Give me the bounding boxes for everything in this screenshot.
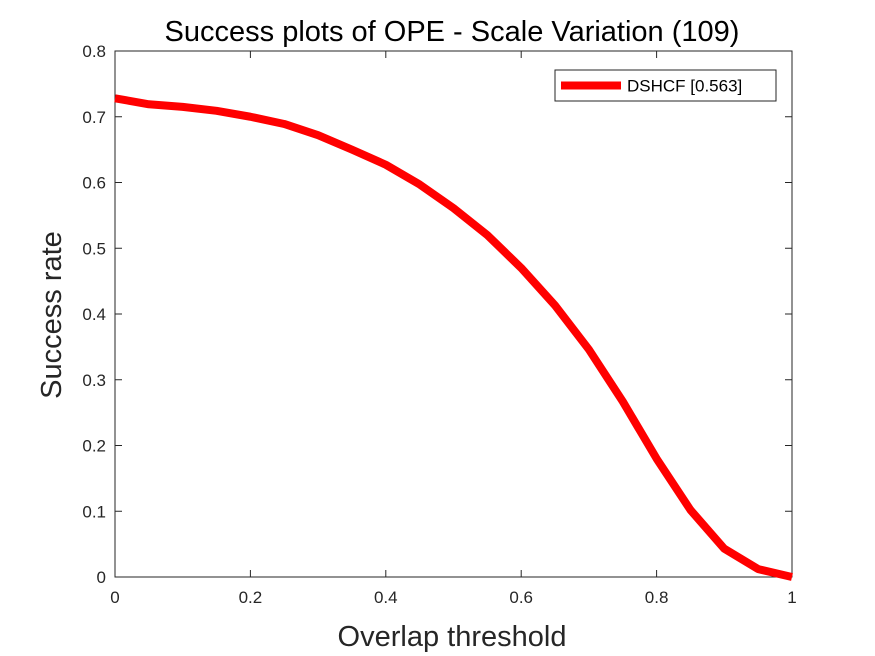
x-tick-label: 1 [787,588,796,607]
axes: 0 0.2 0.4 0.6 0.8 1 0 0.1 0.2 0.3 0.4 0.5 0.6 0.7 0.8 [82,42,796,607]
y-tick-label: 0.4 [82,305,106,324]
x-tick-label: 0.8 [645,588,669,607]
y-tick-label: 0.7 [82,108,106,127]
series-layer [114,94,793,581]
x-tick-label: 0.4 [374,588,398,607]
plot-area-box [114,50,793,578]
y-tick-label: 0.6 [82,174,106,193]
y-tick-label: 0 [97,568,106,587]
chart-title: Success plots of OPE - Scale Variation (… [165,16,740,48]
legend-entry-label: DSHCF [0.563] [627,77,742,96]
y-tick-label: 0.1 [82,502,106,521]
y-tick-label: 0.3 [82,371,106,390]
x-tick-label: 0.2 [239,588,263,607]
x-tick-label: 0 [110,588,119,607]
legend: DSHCF [0.563] [554,69,777,102]
y-tick-label: 0.8 [82,42,106,61]
y-tick-label: 0.2 [82,437,106,456]
y-tick-label: 0.5 [82,239,106,258]
y-axis-label: Success rate [36,231,68,399]
x-axis-label: Overlap threshold [338,621,567,653]
x-tick-label: 0.6 [509,588,533,607]
